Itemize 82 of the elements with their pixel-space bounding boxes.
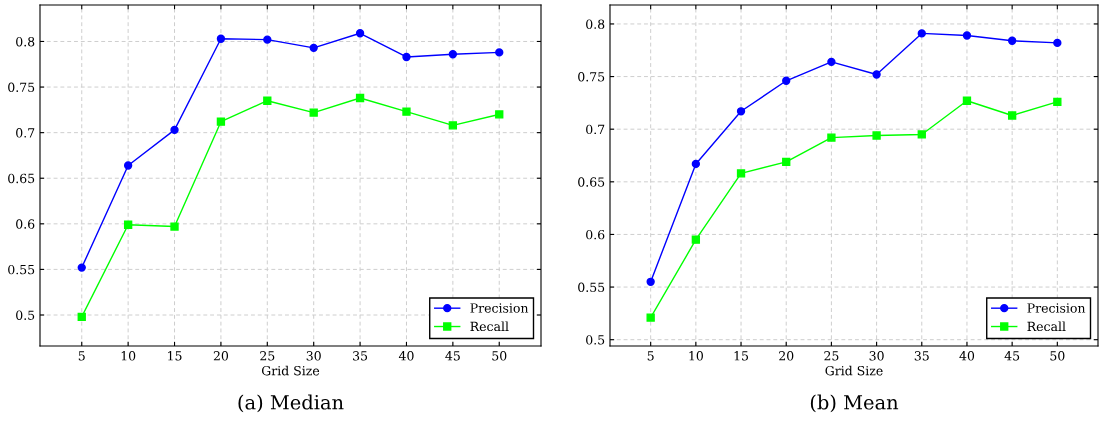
x-tick-label: 15 <box>168 351 182 361</box>
y-tick-label: 0.6 <box>586 229 605 240</box>
point <box>646 277 655 286</box>
y-tick-label: 0.55 <box>8 264 35 275</box>
point <box>170 125 179 135</box>
point <box>448 50 458 59</box>
x-tick-label: 35 <box>914 351 929 361</box>
y-tick-label: 0.75 <box>578 72 605 82</box>
point <box>309 108 318 117</box>
point <box>646 313 655 322</box>
point <box>495 110 504 119</box>
point <box>123 220 133 229</box>
point <box>216 117 226 126</box>
point <box>917 130 926 139</box>
x-tick-label: 20 <box>213 351 229 361</box>
y-tick-label: 0.55 <box>578 282 605 292</box>
point <box>872 70 881 79</box>
point <box>827 57 836 67</box>
text: (a) Median <box>238 394 344 413</box>
y-tick-label: 0.7 <box>586 124 605 135</box>
point <box>263 96 272 105</box>
y-tick-label: 0.8 <box>16 36 35 47</box>
point <box>691 159 701 169</box>
point <box>782 157 791 166</box>
x-tick-label: 40 <box>398 351 414 361</box>
point <box>402 107 411 116</box>
x-axis-title: Grid Size <box>825 365 883 376</box>
point <box>691 235 701 244</box>
x-tick-label: 15 <box>734 351 749 361</box>
x-tick-label: 40 <box>959 351 975 361</box>
point <box>309 43 318 53</box>
point <box>782 76 791 85</box>
point <box>123 161 133 170</box>
point <box>962 31 972 40</box>
x-tick-label: 10 <box>689 351 703 361</box>
x-tick-label: 50 <box>492 351 507 361</box>
x-tick-label: 5 <box>78 351 85 361</box>
point <box>77 312 86 321</box>
point <box>402 52 411 62</box>
legend-label: Recall <box>1027 321 1066 332</box>
x-tick-label: 10 <box>121 351 136 361</box>
point <box>1053 38 1062 48</box>
legend-label: Recall <box>470 321 509 332</box>
y-tick-label: 0.65 <box>8 173 35 184</box>
y-tick-label: 0.6 <box>16 219 35 229</box>
point <box>355 29 365 38</box>
y-tick-label: 0.65 <box>578 177 605 187</box>
legend-label: Precision <box>1027 303 1086 313</box>
point <box>1007 111 1017 120</box>
x-tick-label: 20 <box>779 351 794 361</box>
x-tick-label: 25 <box>824 351 839 361</box>
y-tick-label: 0.8 <box>586 19 605 29</box>
x-tick-label: 50 <box>1050 351 1065 361</box>
text: (b) Mean <box>810 394 899 413</box>
point <box>736 107 746 116</box>
point <box>917 29 926 38</box>
x-tick-label: 45 <box>445 351 460 361</box>
x-tick-label: 30 <box>869 351 884 361</box>
point <box>872 131 881 140</box>
point <box>216 34 226 43</box>
point <box>495 48 504 57</box>
x-axis-title: Grid Size <box>261 365 320 376</box>
point <box>355 93 365 103</box>
point <box>77 263 86 272</box>
x-tick-label: 25 <box>260 351 275 361</box>
point <box>1007 36 1017 45</box>
point <box>263 35 272 44</box>
y-tick-label: 0.5 <box>16 310 35 320</box>
y-tick-label: 0.75 <box>8 82 35 92</box>
point <box>962 96 972 105</box>
y-tick-label: 0.5 <box>586 335 605 345</box>
point <box>170 222 179 231</box>
x-tick-label: 30 <box>306 351 321 361</box>
point <box>736 169 746 178</box>
x-tick-label: 5 <box>647 351 654 361</box>
point <box>827 133 836 142</box>
point <box>1053 97 1062 106</box>
legend-label: Precision <box>470 303 529 313</box>
point <box>448 121 458 130</box>
y-tick-label: 0.7 <box>16 128 35 138</box>
x-tick-label: 45 <box>1004 351 1020 361</box>
x-tick-label: 35 <box>353 351 368 361</box>
